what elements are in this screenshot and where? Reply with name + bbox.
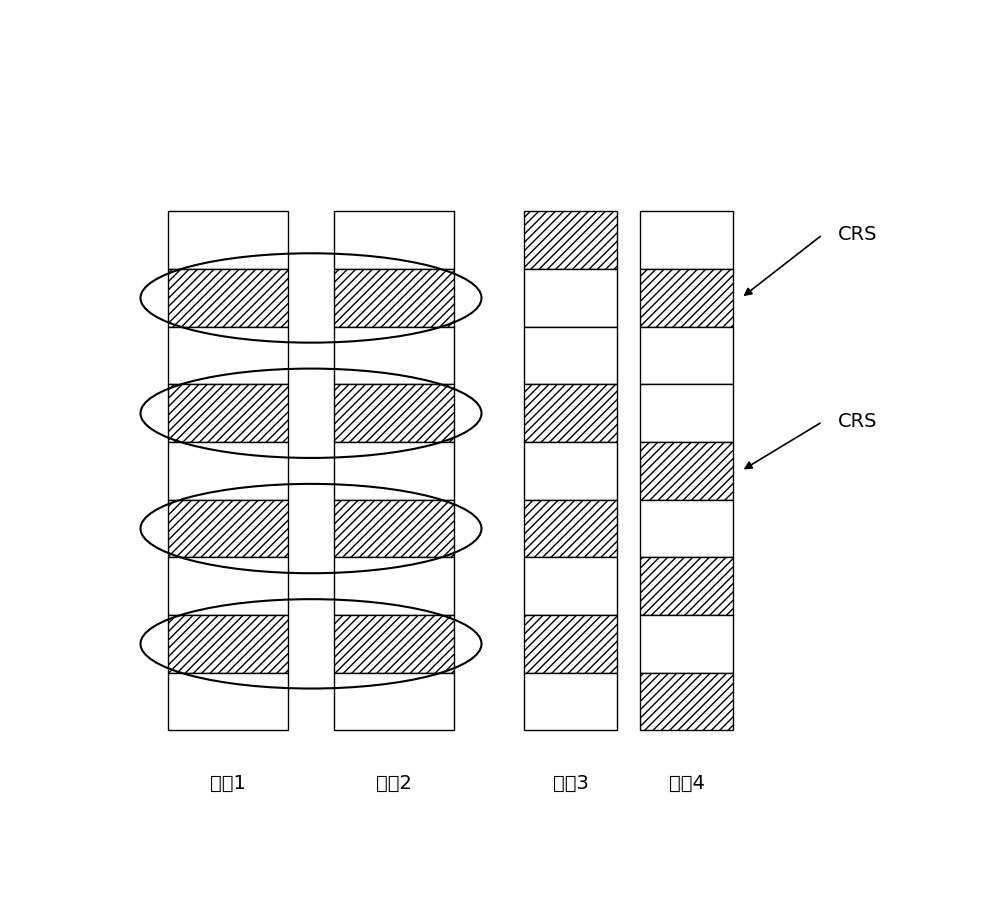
Bar	[168, 673, 288, 730]
Bar	[168, 384, 288, 442]
Text: 小区1: 小区1	[210, 773, 246, 792]
Bar	[640, 269, 733, 327]
Text: 小区4: 小区4	[669, 773, 705, 792]
Bar	[168, 212, 288, 269]
Text: 小区3: 小区3	[553, 773, 589, 792]
Bar	[334, 557, 454, 615]
Bar	[640, 499, 733, 557]
Bar	[524, 384, 617, 442]
Bar	[334, 673, 454, 730]
Bar	[168, 615, 288, 673]
Bar	[640, 615, 733, 673]
Bar	[640, 327, 733, 384]
Bar	[524, 557, 617, 615]
Text: 小区2: 小区2	[376, 773, 412, 792]
Bar	[168, 269, 288, 327]
Bar	[334, 384, 454, 442]
Bar	[334, 269, 454, 327]
Bar	[640, 212, 733, 269]
Bar	[640, 557, 733, 615]
Bar	[168, 557, 288, 615]
Bar	[524, 269, 617, 327]
Bar	[334, 212, 454, 269]
Bar	[168, 442, 288, 499]
Bar	[334, 499, 454, 557]
Bar	[524, 615, 617, 673]
Bar	[524, 327, 617, 384]
Bar	[334, 442, 454, 499]
Bar	[168, 499, 288, 557]
Text: CRS: CRS	[838, 412, 878, 431]
Bar	[524, 499, 617, 557]
Bar	[524, 442, 617, 499]
Bar	[334, 327, 454, 384]
Bar	[640, 673, 733, 730]
Bar	[168, 327, 288, 384]
Bar	[640, 384, 733, 442]
Bar	[524, 673, 617, 730]
Text: CRS: CRS	[838, 226, 878, 244]
Bar	[334, 615, 454, 673]
Bar	[640, 442, 733, 499]
Bar	[524, 212, 617, 269]
